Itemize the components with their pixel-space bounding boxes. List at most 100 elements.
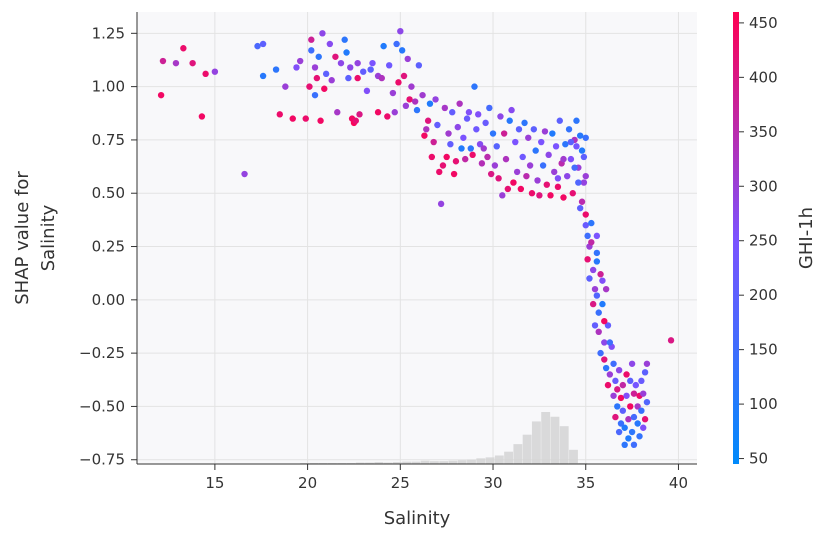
- scatter-point-120: [513, 168, 521, 176]
- scatter-point-233: [615, 428, 623, 436]
- scatter-point-95: [467, 145, 474, 152]
- scatter-point-159: [571, 164, 578, 171]
- histogram-bar: [494, 455, 504, 464]
- scatter-point-214: [627, 377, 634, 385]
- scatter-point-48: [369, 59, 376, 67]
- scatter-point-57: [393, 40, 400, 48]
- scatter-point-59: [397, 27, 404, 35]
- y-tick-label-7: 1.00: [92, 78, 125, 96]
- scatter-point-115: [504, 185, 512, 193]
- scatter-point-104: [484, 153, 491, 161]
- scatter-point-35: [341, 36, 348, 43]
- scatter-point-41: [352, 117, 360, 124]
- scatter-point-164: [554, 175, 562, 182]
- scatter-point-236: [667, 337, 675, 344]
- scatter-point-124: [521, 119, 528, 127]
- scatter-point-205: [617, 394, 625, 402]
- scatter-point-193: [604, 322, 612, 329]
- scatter-point-132: [536, 192, 543, 199]
- histogram-bar: [522, 434, 532, 464]
- scatter-point-168: [573, 143, 580, 150]
- scatter-point-222: [634, 420, 641, 427]
- scatter-point-129: [530, 126, 538, 133]
- scatter-point-30: [326, 40, 334, 48]
- scatter-point-109: [493, 143, 500, 150]
- scatter-point-73: [426, 100, 434, 107]
- scatter-point-147: [563, 172, 571, 180]
- scatter-point-140: [551, 168, 558, 176]
- scatter-point-196: [604, 381, 612, 389]
- scatter-point-218: [630, 390, 638, 397]
- scatter-point-38: [347, 64, 354, 71]
- scatter-point-161: [578, 198, 586, 205]
- scatter-point-86: [450, 170, 458, 178]
- scatter-point-208: [619, 407, 627, 414]
- scatter-point-212: [625, 416, 632, 423]
- y-tick-label-3: 0.00: [92, 291, 125, 309]
- scatter-point-136: [543, 181, 551, 188]
- colorbar-tick-label-5: 300: [749, 177, 778, 195]
- scatter-point-1: [157, 91, 165, 99]
- scatter-point-185: [601, 339, 608, 346]
- scatter-point-61: [400, 72, 408, 80]
- scatter-point-47: [367, 66, 374, 73]
- x-tick-label-0: 15: [205, 474, 224, 492]
- scatter-point-31: [328, 77, 335, 84]
- scatter-point-220: [632, 381, 640, 389]
- scatter-point-85: [449, 109, 456, 116]
- y-tick-label-2: −0.25: [79, 344, 125, 362]
- scatter-point-179: [593, 232, 601, 240]
- scatter-point-5: [198, 113, 206, 120]
- scatter-point-103: [482, 119, 489, 127]
- scatter-point-72: [424, 117, 432, 124]
- scatter-point-174: [589, 266, 597, 274]
- scatter-point-64: [406, 96, 413, 103]
- scatter-point-118: [510, 179, 517, 186]
- scatter-point-177: [591, 285, 599, 293]
- plot-background: [137, 12, 697, 464]
- scatter-point-134: [539, 162, 547, 169]
- scatter-point-19: [306, 83, 313, 90]
- colorbar-tick-label-0: 50: [749, 450, 768, 468]
- scatter-point-172: [584, 256, 591, 263]
- scatter-point-16: [293, 64, 300, 71]
- scatter-point-156: [580, 179, 588, 186]
- scatter-point-150: [569, 190, 576, 197]
- scatter-point-91: [460, 134, 467, 141]
- scatter-point-107: [489, 130, 497, 137]
- scatter-point-229: [643, 398, 651, 406]
- colorbar: [733, 12, 739, 464]
- scatter-point-163: [567, 138, 575, 146]
- scatter-point-127: [526, 162, 534, 169]
- colorbar-tick-label-4: 250: [749, 232, 778, 250]
- scatter-point-158: [582, 211, 589, 218]
- scatter-point-113: [500, 130, 508, 137]
- scatter-point-21: [308, 47, 315, 54]
- scatter-point-98: [473, 126, 480, 133]
- scatter-point-43: [354, 59, 361, 67]
- scatter-point-190: [593, 258, 601, 265]
- scatter-point-201: [612, 377, 619, 385]
- histogram-bar: [541, 412, 551, 464]
- scatter-point-149: [567, 155, 575, 163]
- scatter-point-102: [480, 145, 487, 152]
- scatter-point-63: [404, 55, 411, 63]
- scatter-point-15: [289, 115, 296, 122]
- scatter-point-210: [623, 371, 630, 378]
- histogram-bar: [355, 462, 365, 464]
- scatter-point-145: [560, 194, 567, 201]
- scatter-point-92: [462, 155, 469, 163]
- histogram-bar: [420, 460, 430, 464]
- y-tick-label-6: 0.75: [92, 131, 125, 149]
- scatter-point-125: [523, 172, 530, 180]
- scatter-point-55: [389, 89, 397, 97]
- histogram-bar: [383, 462, 393, 464]
- colorbar-tick-label-6: 350: [749, 123, 778, 141]
- x-tick-label-4: 35: [576, 474, 595, 492]
- scatter-point-82: [443, 153, 450, 161]
- histogram-bar: [531, 421, 541, 464]
- scatter-point-13: [276, 111, 283, 118]
- histogram-bar: [485, 457, 495, 464]
- scatter-point-58: [395, 79, 402, 86]
- scatter-point-191: [599, 277, 606, 284]
